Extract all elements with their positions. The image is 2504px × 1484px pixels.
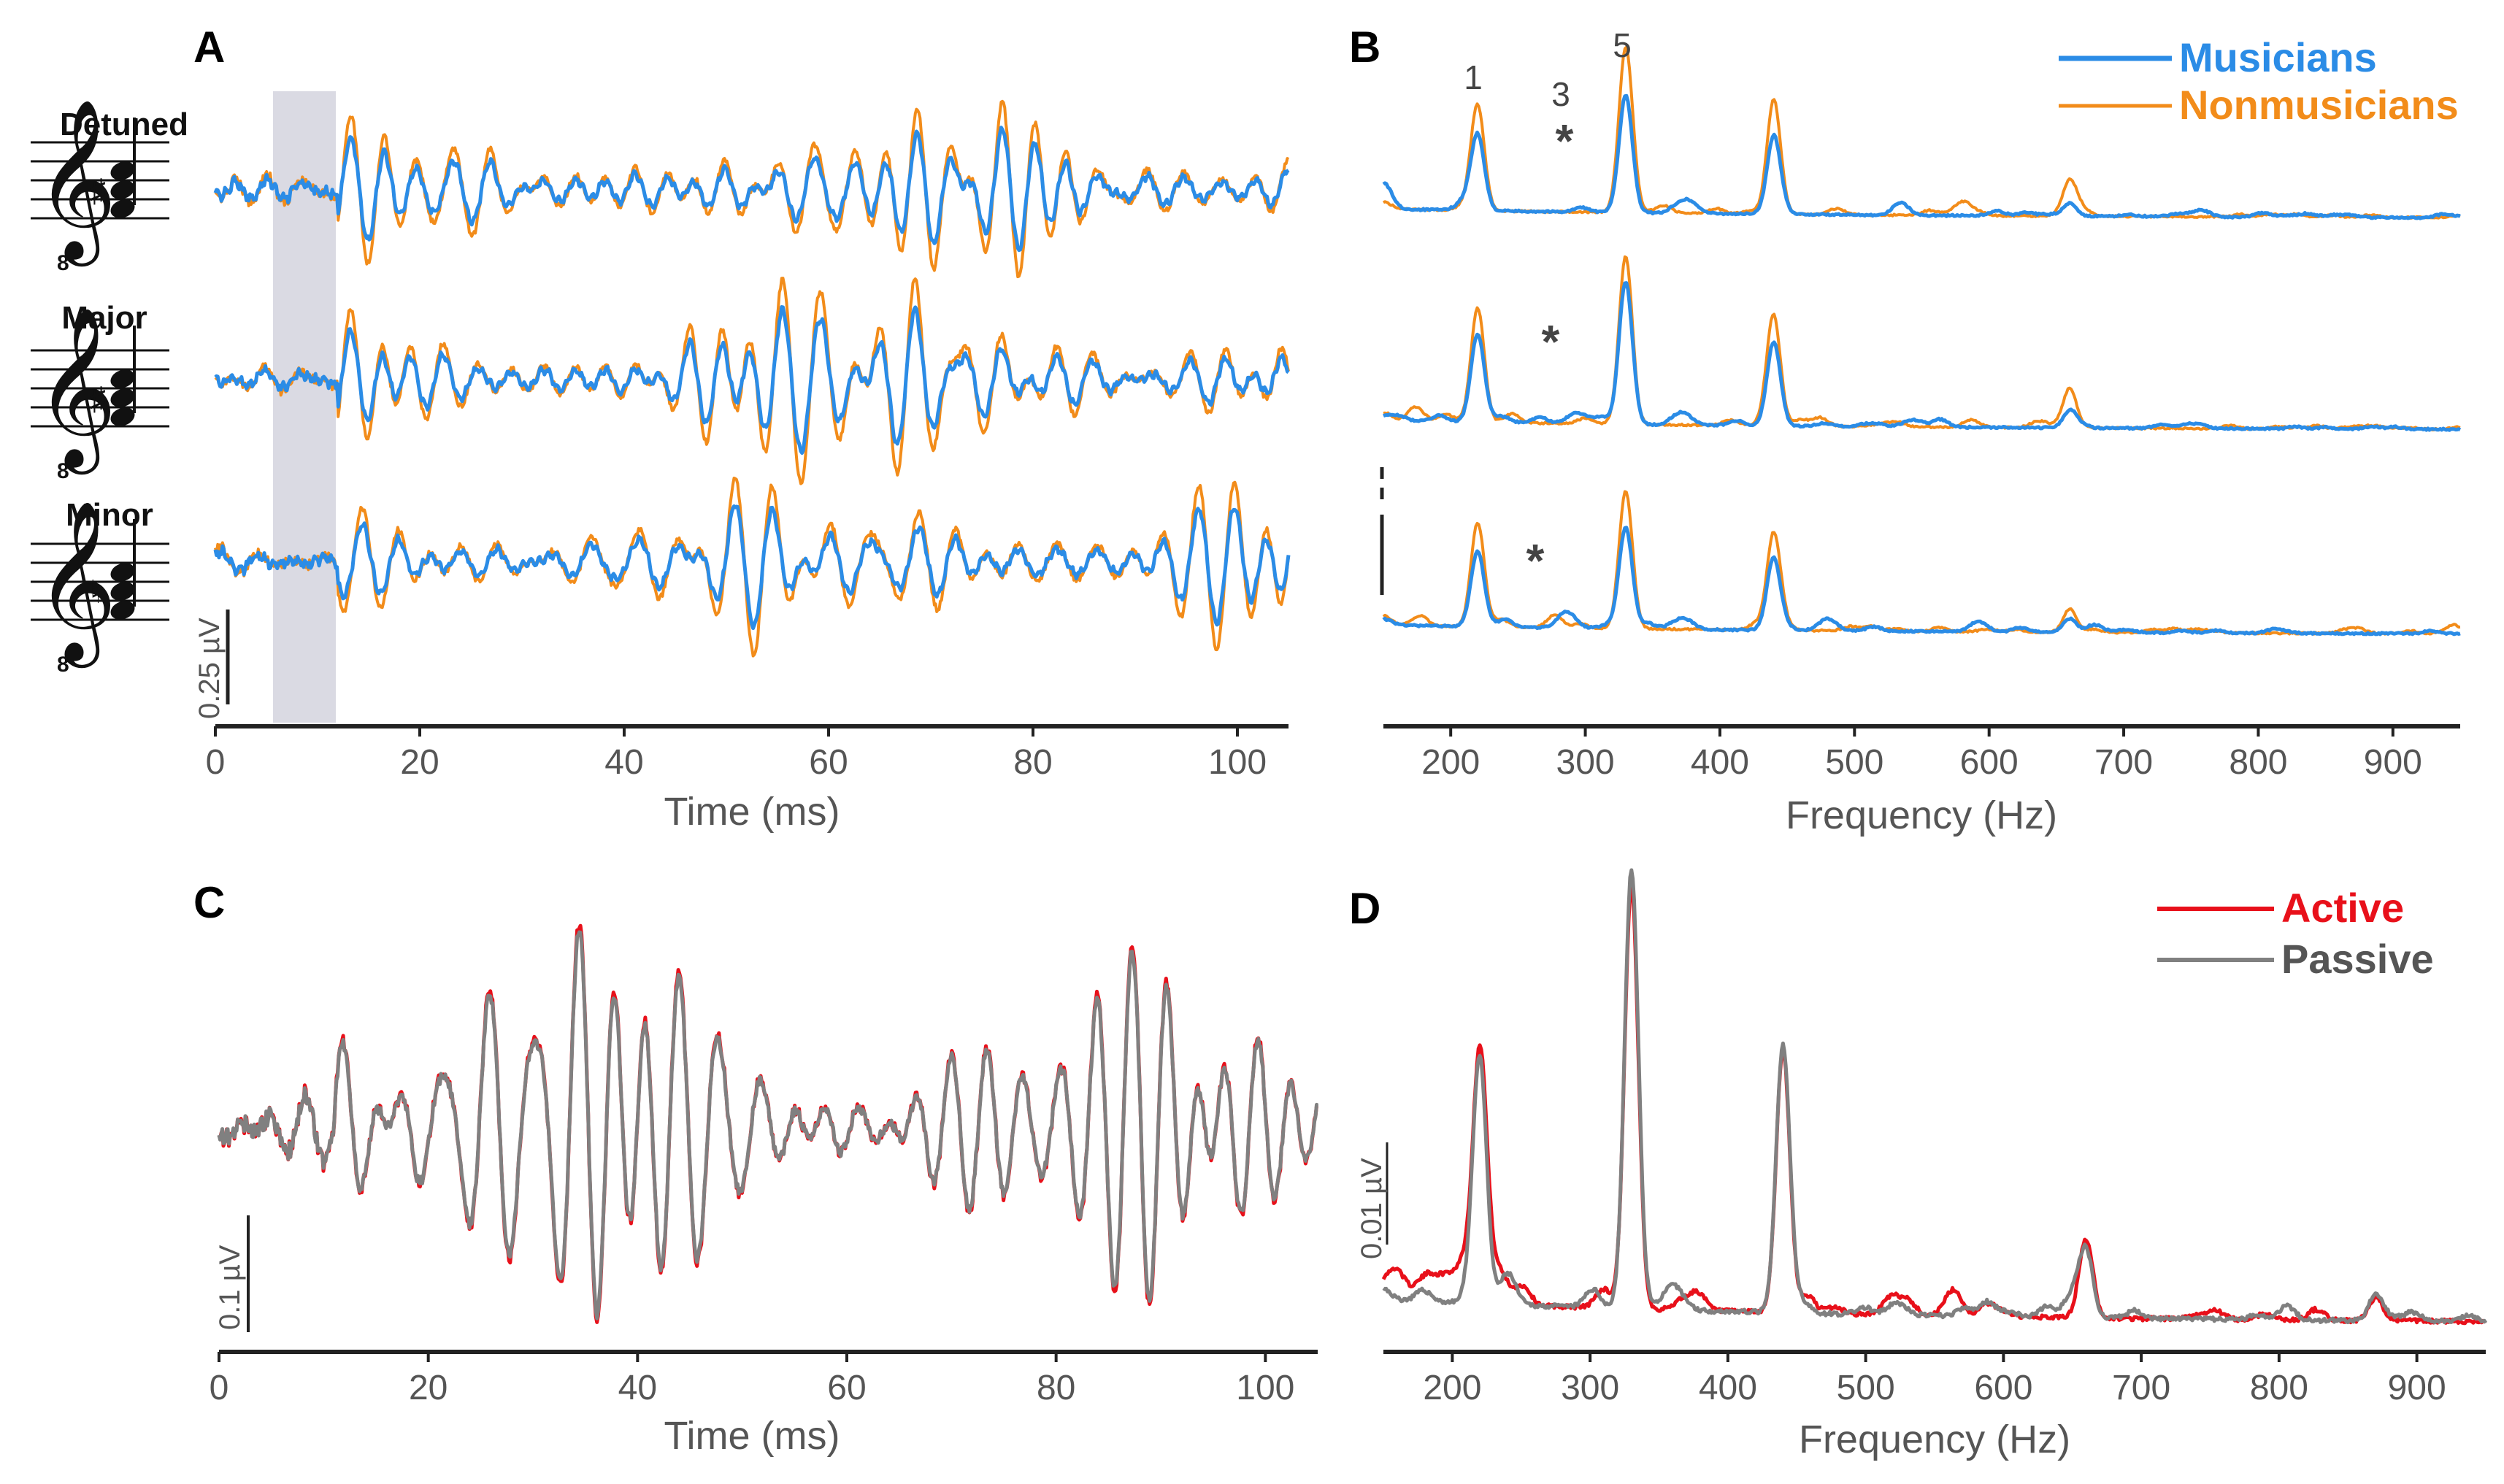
natural-sign-icon: ♮	[90, 574, 101, 610]
b-tick-label-300: 300	[1556, 743, 1615, 782]
waveform-musicians-detuned	[213, 126, 1290, 253]
b-tick-label-800: 800	[2229, 743, 2287, 782]
d-tick-label-600: 600	[1974, 1369, 2032, 1407]
significance-star-detuned: *	[1556, 115, 1574, 167]
panel-d-spectra	[1381, 868, 2488, 1326]
panel-c: C 0.1 µV 0 20 40 60 80 100 Time (ms)	[193, 878, 1319, 1458]
spectrum-musicians-major	[1383, 281, 2462, 432]
sharp-sign-icon: ♯	[90, 173, 106, 209]
panel-b-x-ticks: 200 300 400 500 600 700 800 900	[1421, 726, 2422, 782]
c-tick-label-100: 100	[1236, 1369, 1294, 1407]
chord-notation: Detuned𝄞8♯Major𝄞8♯Minor𝄞8♮	[31, 101, 188, 677]
a-tick-label-100: 100	[1208, 743, 1267, 782]
panel-b-legend: Musicians Nonmusicians	[2059, 34, 2459, 128]
d-tick-label-900: 900	[2388, 1369, 2446, 1407]
panel-a-scale-label: 0.25 µV	[193, 618, 226, 719]
panel-c-waveforms	[217, 923, 1319, 1324]
c-tick-label-40: 40	[618, 1369, 657, 1407]
peak-label-1: 1	[1464, 58, 1483, 96]
sharp-sign-icon: ♯	[90, 381, 106, 417]
panel-a-x-label: Time (ms)	[664, 790, 840, 834]
d-tick-label-700: 700	[2112, 1369, 2170, 1407]
a-tick-label-40: 40	[604, 743, 643, 782]
chord-notehead	[110, 407, 135, 426]
waveform-passive	[217, 930, 1319, 1320]
chord-notehead	[110, 601, 135, 620]
d-tick-label-400: 400	[1699, 1369, 1757, 1407]
c-tick-label-0: 0	[210, 1369, 229, 1407]
legend-label-nonmusicians: Nonmusicians	[2179, 82, 2459, 128]
d-tick-label-500: 500	[1837, 1369, 1895, 1407]
panel-d-legend: Active Passive	[2157, 885, 2434, 982]
chord-label-minor: Minor	[66, 497, 153, 533]
significance-star-minor: *	[1526, 534, 1545, 587]
panel-b: B 1 3 5 * * * 200 300 400 500 600 700 800 900 F…	[1349, 23, 2462, 837]
b-tick-label-700: 700	[2094, 743, 2153, 782]
staff-major: 𝄞8 ♯	[31, 310, 169, 483]
spectrum-musicians-detuned	[1382, 93, 2461, 220]
panel-c-scale-label: 0.1 µV	[214, 1245, 246, 1330]
spectrum-passive	[1382, 868, 2488, 1325]
peak-label-5: 5	[1613, 26, 1632, 64]
significance-star-major: *	[1542, 315, 1560, 368]
panel-b-spectra	[1382, 45, 2462, 637]
spectrum-nonmusicians-minor	[1382, 490, 2461, 636]
octave-mark: 8	[57, 459, 69, 483]
panel-a-letter: A	[193, 23, 225, 72]
d-tick-label-200: 200	[1423, 1369, 1481, 1407]
a-tick-label-80: 80	[1013, 743, 1052, 782]
treble-clef-icon: 𝄞	[35, 503, 117, 668]
octave-mark: 8	[57, 251, 69, 275]
spectrum-musicians-minor	[1382, 526, 2461, 637]
chord-label-detuned: Detuned	[60, 107, 188, 142]
staff-minor: 𝄞8 ♮	[31, 503, 169, 677]
panel-a-x-ticks: 0 20 40 60 80 100	[206, 726, 1267, 782]
chord-notehead	[110, 369, 135, 388]
panel-b-letter: B	[1349, 23, 1380, 72]
panel-a: A 0.25 µV 0 20 40 60 80 100 Time (ms)	[193, 23, 1291, 834]
a-tick-label-0: 0	[206, 743, 226, 782]
panel-d-letter: D	[1349, 884, 1380, 933]
a-tick-label-60: 60	[809, 743, 848, 782]
waveform-musicians-major	[214, 305, 1290, 455]
chord-notehead	[110, 161, 135, 180]
panel-d-scale-label: 0.01 µV	[1356, 1158, 1388, 1259]
panel-b-x-label: Frequency (Hz)	[1786, 793, 2057, 837]
b-tick-label-400: 400	[1691, 743, 1749, 782]
panel-c-letter: C	[193, 878, 225, 927]
waveform-musicians-minor	[213, 504, 1291, 631]
panel-d-x-ticks: 200 300 400 500 600 700 800 900	[1423, 1352, 2446, 1407]
panel-c-x-ticks: 0 20 40 60 80 100	[210, 1352, 1294, 1407]
c-tick-label-80: 80	[1037, 1369, 1075, 1407]
d-tick-label-800: 800	[2250, 1369, 2308, 1407]
b-tick-label-500: 500	[1825, 743, 1883, 782]
octave-mark: 8	[57, 653, 69, 677]
panel-a-waveforms	[213, 99, 1291, 658]
legend-label-passive: Passive	[2281, 936, 2434, 982]
d-tick-label-300: 300	[1561, 1369, 1619, 1407]
chord-notehead	[110, 582, 135, 601]
b-tick-label-900: 900	[2364, 743, 2422, 782]
chord-notehead	[110, 180, 135, 199]
c-tick-label-60: 60	[827, 1369, 866, 1407]
b-tick-label-600: 600	[1960, 743, 2019, 782]
panel-c-x-label: Time (ms)	[664, 1414, 840, 1458]
peak-label-3: 3	[1551, 75, 1570, 113]
panel-d-x-label: Frequency (Hz)	[1799, 1418, 2070, 1461]
staff-detuned: 𝄞8 ♯	[31, 101, 169, 275]
chord-notehead	[110, 563, 135, 582]
a-tick-label-20: 20	[400, 743, 439, 782]
legend-label-musicians: Musicians	[2179, 34, 2377, 80]
treble-clef-icon: 𝄞	[35, 101, 117, 266]
chord-notehead	[110, 388, 135, 407]
treble-clef-icon: 𝄞	[35, 310, 117, 474]
c-tick-label-20: 20	[409, 1369, 448, 1407]
panel-d: D 0.01 µV 200 300 400 500 600 700 800 900 Frequ…	[1349, 868, 2488, 1461]
chord-notehead	[110, 199, 135, 218]
legend-label-active: Active	[2281, 885, 2404, 931]
b-tick-label-200: 200	[1421, 743, 1480, 782]
